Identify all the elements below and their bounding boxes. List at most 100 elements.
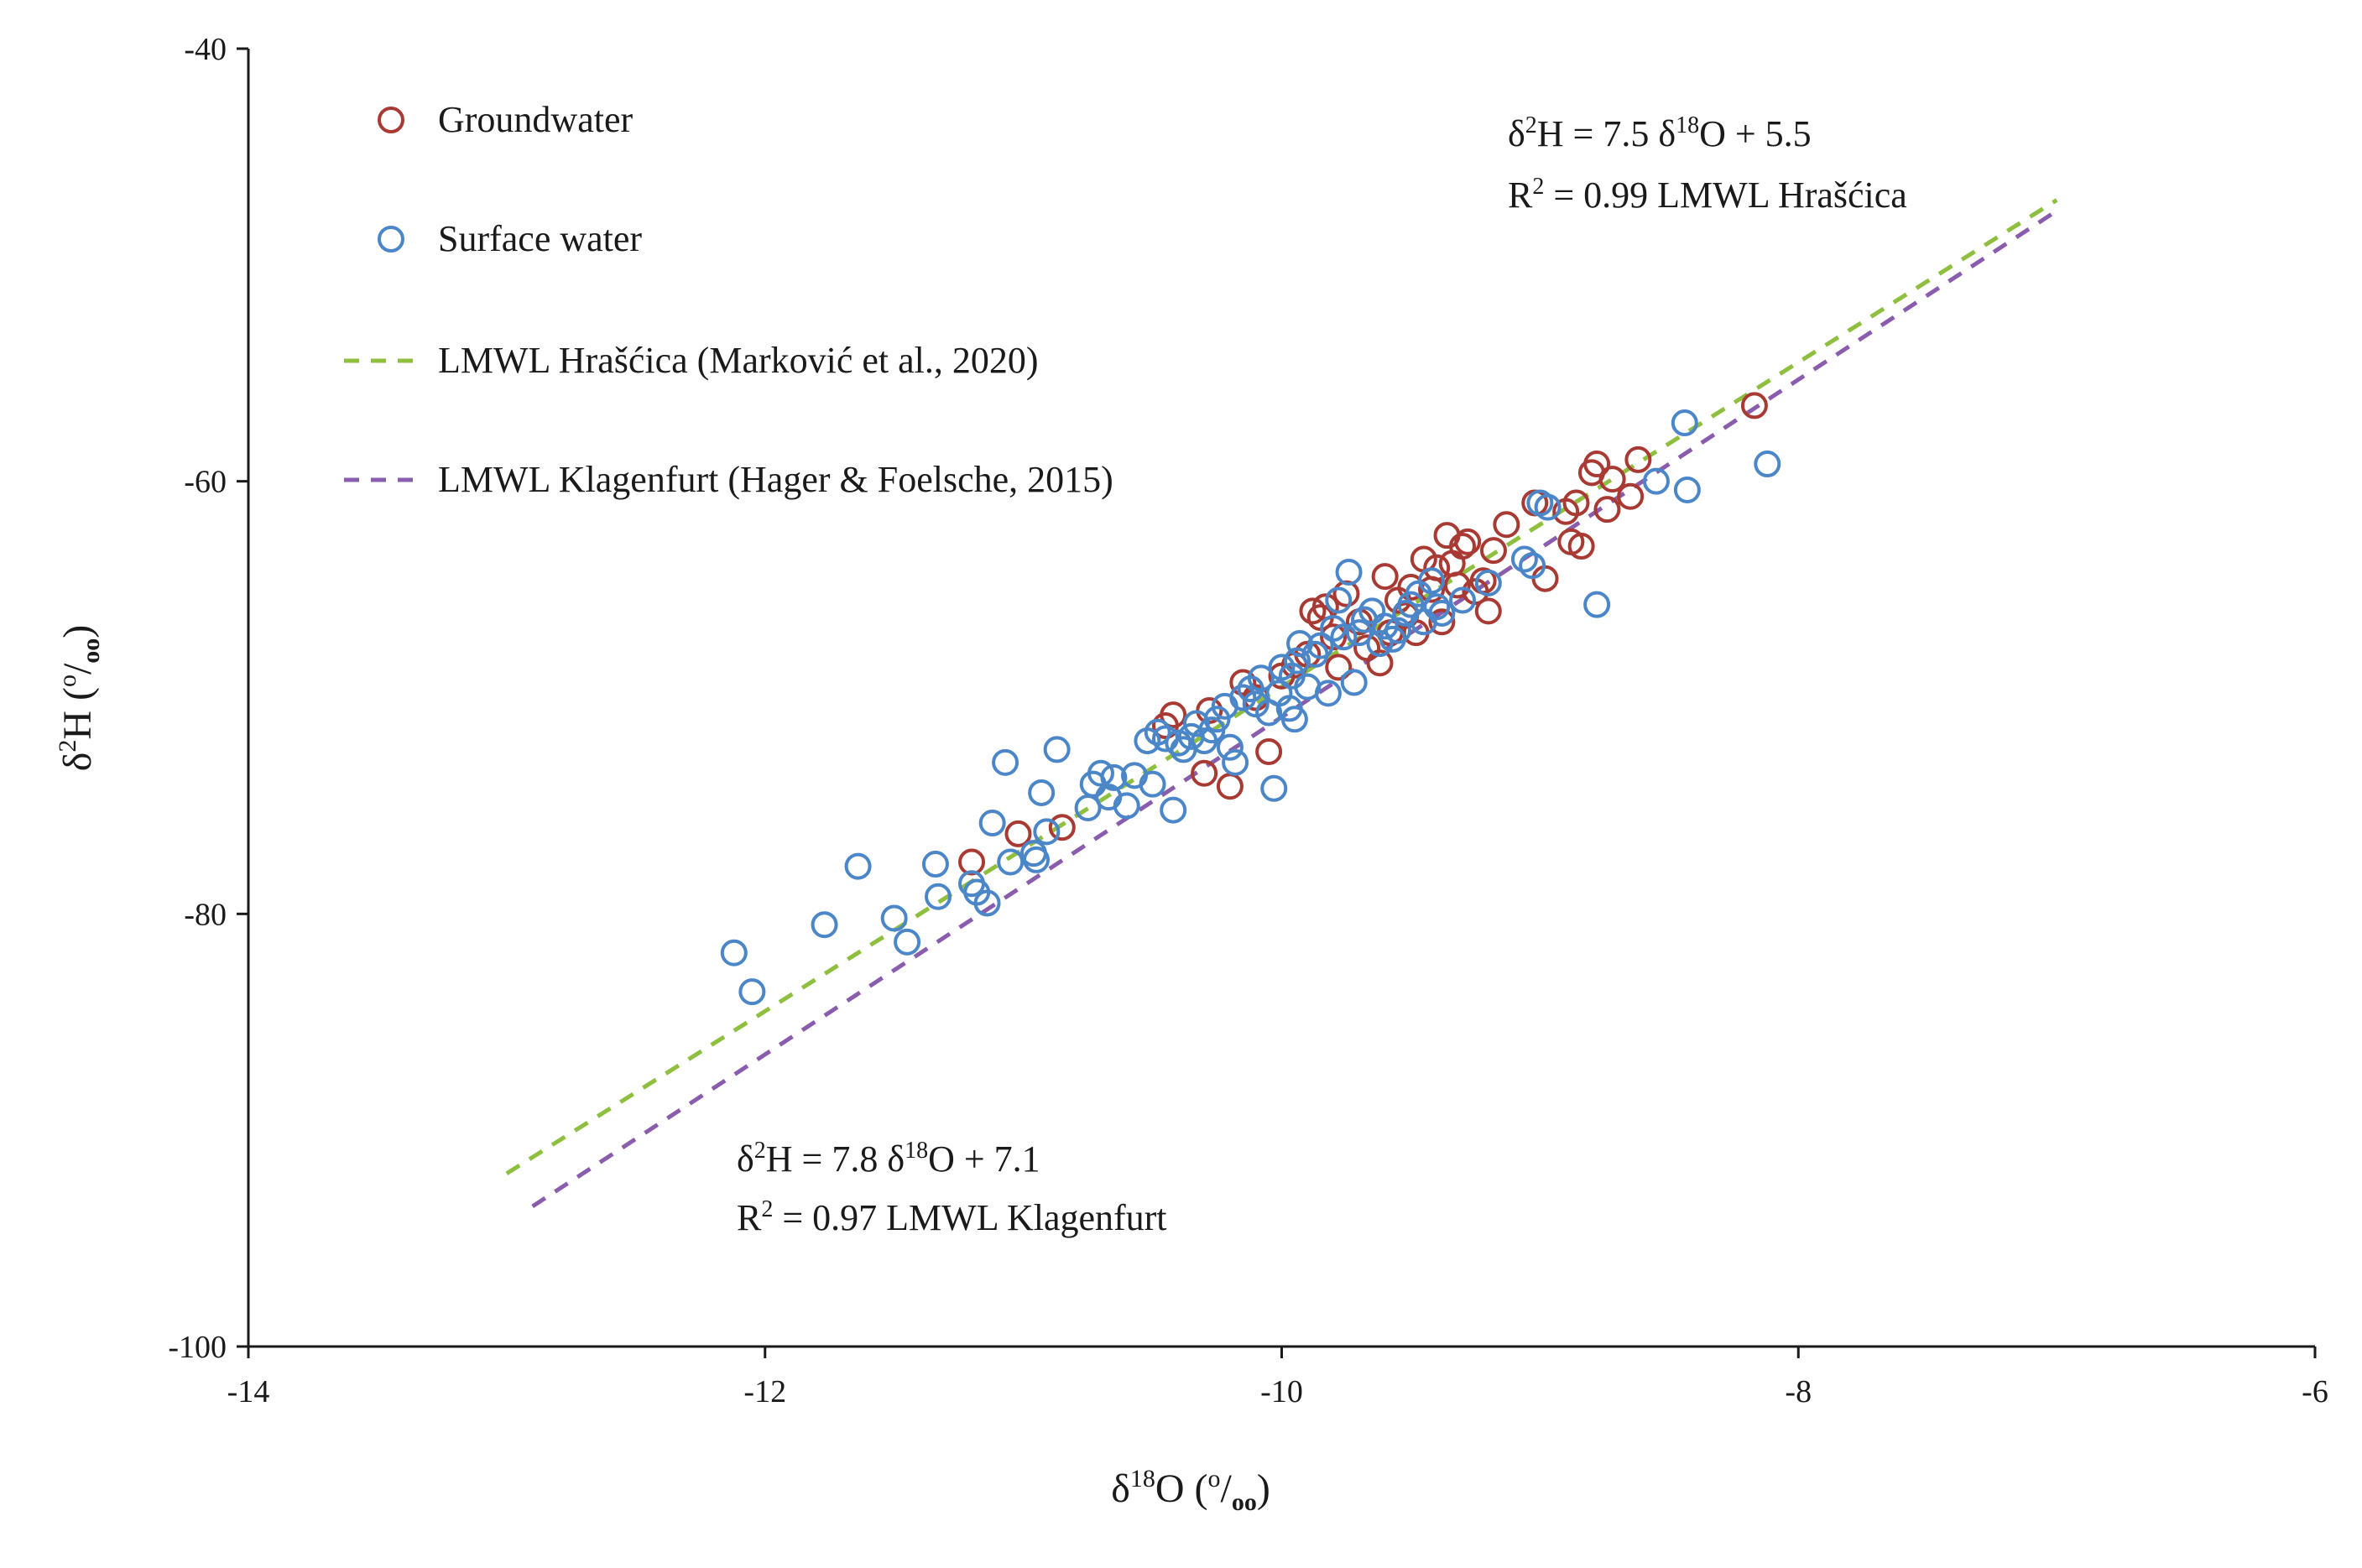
surface-point [1754, 451, 1781, 478]
surface-point [1229, 684, 1257, 711]
surface-point [1325, 586, 1353, 614]
groundwater-point [1423, 554, 1451, 581]
x-tick-label: -14 [227, 1374, 270, 1409]
legend-surface-label: Surface water [438, 218, 642, 259]
groundwater-point [1493, 511, 1520, 539]
annotation-hrascica-equation: δ2H = 7.5 δ18O + 5.5 [1508, 112, 1812, 154]
surface-point [844, 852, 872, 880]
surface-point [1340, 669, 1368, 696]
surface-point [1335, 558, 1363, 586]
surface-point [1100, 763, 1128, 791]
surface-point [1033, 818, 1061, 846]
legend: Groundwater Surface water LMWL Hrašćica … [344, 99, 1113, 500]
surface-point [1280, 706, 1308, 733]
annotation-hrascica-r2: R2 = 0.99 LMWL Hrašćica [1508, 174, 1907, 216]
groundwater-point [1428, 608, 1456, 636]
surface-point [921, 851, 949, 878]
surface-point [1314, 680, 1342, 707]
groundwater-point [958, 848, 986, 876]
x-tick-label: -10 [1260, 1374, 1303, 1409]
groundwater-point [1366, 649, 1394, 677]
x-tick-label: -6 [2302, 1374, 2328, 1409]
surface-point [1043, 736, 1071, 763]
surface-point [1247, 664, 1275, 692]
surface-point [1583, 591, 1611, 618]
legend-surface-marker [378, 226, 404, 253]
groundwater-point [1160, 701, 1187, 729]
y-axis-label: δ2H (o/oo) [54, 625, 105, 772]
groundwater-point [1325, 654, 1353, 681]
groundwater-point [1004, 820, 1032, 847]
surface-point [1203, 706, 1231, 733]
groundwater-point [1598, 466, 1626, 493]
surface-point [811, 911, 838, 939]
data-points [720, 392, 1781, 1006]
surface-point [738, 978, 766, 1006]
surface-point [1510, 545, 1538, 573]
surface-point [1330, 623, 1358, 651]
surface-point [894, 928, 921, 956]
surface-point [1474, 569, 1502, 596]
groundwater-point [1299, 597, 1327, 625]
legend-groundwater-label: Groundwater [438, 99, 633, 140]
annotation-klagenfurt-r2: R2 = 0.97 LMWL Klagenfurt [737, 1196, 1167, 1238]
surface-point [1216, 733, 1244, 761]
surface-point [1260, 774, 1288, 802]
surface-point [1671, 409, 1698, 437]
annotation-klagenfurt: δ2H = 7.8 δ18O + 7.1 R2 = 0.97 LMWL Klag… [737, 1138, 1167, 1238]
surface-point [1306, 632, 1334, 659]
groundwater-point [1438, 550, 1466, 577]
groundwater-point [1740, 392, 1768, 419]
groundwater-point [1474, 597, 1502, 625]
surface-point [1519, 552, 1546, 580]
groundwater-point [1048, 814, 1076, 841]
groundwater-point [1371, 563, 1399, 591]
surface-point [992, 748, 1019, 776]
groundwater-point [1583, 451, 1611, 478]
groundwater-point [1531, 565, 1559, 592]
groundwater-point [1454, 528, 1482, 555]
groundwater-point [1593, 496, 1621, 524]
groundwater-point [1216, 773, 1244, 800]
surface-point [973, 889, 1001, 917]
groundwater-point [1443, 571, 1471, 599]
surface-point [1222, 748, 1249, 776]
groundwater-point [1449, 533, 1477, 560]
groundwater-point [1191, 759, 1218, 787]
x-axis-label: δ18O (o/oo) [1111, 1465, 1270, 1516]
legend-hrascica-label: LMWL Hrašćica (Marković et al., 2020) [438, 340, 1039, 381]
surface-point [1283, 647, 1311, 675]
legend-klagenfurt-label: LMWL Klagenfurt (Hager & Foelsche, 2015) [438, 459, 1113, 500]
surface-point [1087, 759, 1114, 787]
groundwater-point [1562, 489, 1590, 517]
surface-point [1371, 612, 1399, 640]
groundwater-point [1617, 482, 1645, 510]
annotation-hrascica: δ2H = 7.5 δ18O + 5.5 R2 = 0.99 LMWL Hraš… [1508, 112, 1907, 216]
surface-point [1423, 593, 1451, 621]
surface-point [1165, 729, 1192, 757]
surface-point [1449, 586, 1477, 614]
lmwl-klagenfurt-line [531, 209, 2058, 1209]
surface-point [880, 904, 908, 932]
surface-point [1428, 599, 1456, 627]
surface-point [1384, 617, 1412, 644]
groundwater-point [1567, 533, 1595, 560]
surface-point [720, 939, 748, 966]
surface-point [1345, 619, 1373, 647]
surface-point [1139, 770, 1166, 798]
annotation-klagenfurt-equation: δ2H = 7.8 δ18O + 7.1 [737, 1138, 1040, 1180]
y-tick-label: -80 [184, 897, 227, 932]
y-tick-label: -40 [184, 32, 227, 67]
surface-point [1673, 476, 1701, 503]
surface-point [1534, 493, 1562, 521]
surface-point [1023, 846, 1051, 873]
surface-point [1418, 567, 1446, 595]
surface-point [978, 810, 1006, 837]
surface-point [1366, 630, 1394, 658]
legend-groundwater-marker [378, 107, 404, 133]
surface-point [997, 848, 1025, 876]
surface-point [1642, 467, 1670, 495]
groundwater-point [1479, 537, 1507, 565]
y-tick-label: -60 [184, 465, 227, 500]
